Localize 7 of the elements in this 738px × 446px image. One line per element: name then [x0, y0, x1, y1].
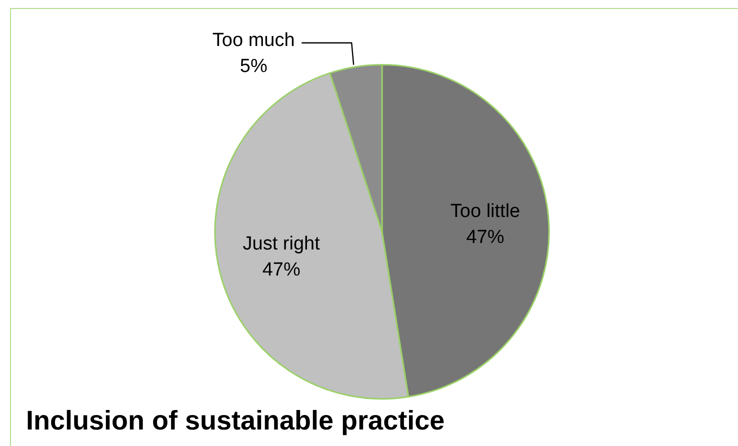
slice-label: Just right	[242, 233, 321, 254]
slice-label: Too little	[450, 200, 520, 222]
data-label: 47%	[262, 259, 300, 280]
data-label: 47%	[466, 226, 504, 248]
data-label: 5%	[240, 56, 268, 78]
slice-label: Too much	[212, 30, 295, 52]
text: Inclusion of sustainable practice	[26, 405, 445, 436]
